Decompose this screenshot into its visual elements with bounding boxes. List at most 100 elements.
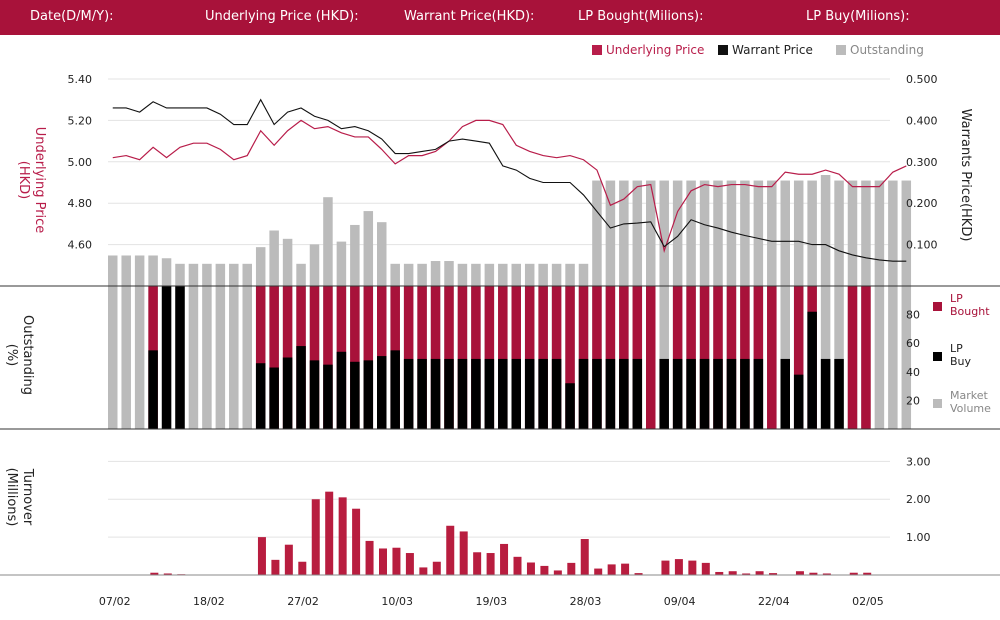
lp-bought-bar	[605, 286, 616, 429]
lp-bought-bar	[713, 286, 723, 429]
lp-bought-bar	[551, 286, 562, 429]
outstanding-bar	[713, 180, 723, 286]
lp-buy-bar	[619, 358, 629, 429]
outstanding-bar	[188, 263, 199, 286]
outstanding-bar	[282, 238, 293, 286]
turnover-bar	[769, 573, 778, 575]
lp-bought-bar	[646, 286, 656, 429]
lp-bought-bar	[269, 286, 279, 429]
outstanding-bar	[457, 263, 468, 286]
legend-swatch	[836, 45, 846, 55]
turnover-bar	[863, 572, 872, 575]
turnover-bar	[459, 531, 468, 575]
lp-buy-bar	[632, 358, 643, 429]
outstanding-bar	[255, 247, 266, 286]
turnover-axis-title: (Millions)	[4, 468, 19, 527]
lp-bought-bar	[699, 286, 710, 429]
lp-bought-bar	[847, 286, 858, 429]
lp-bought-bar	[309, 286, 320, 429]
legend-label: LP	[950, 342, 963, 355]
turnover-axis-title: Turnover	[20, 468, 35, 526]
lp-buy-bar	[498, 358, 508, 429]
turnover-bar	[701, 562, 710, 575]
market-volume-bar	[121, 286, 131, 429]
turnover-bar	[446, 525, 455, 575]
lp-buy-bar	[807, 311, 817, 429]
turnover-bar	[271, 559, 280, 575]
outstanding-bar	[565, 263, 575, 286]
x-tick-label: 09/04	[664, 595, 696, 608]
turnover-bar	[795, 571, 804, 575]
lp-bought-bar	[444, 286, 454, 429]
turnover-bar	[755, 571, 764, 575]
turnover-bar	[822, 573, 831, 575]
turnover-bar	[849, 572, 858, 575]
outstanding-bar	[578, 263, 589, 286]
lp-buy-bar	[659, 358, 669, 429]
turnover-bar	[298, 561, 307, 575]
lp-buy-bar	[390, 350, 400, 429]
lp-bought-bar	[726, 286, 737, 429]
y-right-tick-label: 0.400	[906, 114, 938, 127]
outstanding-bar	[336, 241, 347, 286]
outstanding-bar	[350, 224, 360, 286]
lp-buy-bar	[753, 358, 764, 429]
market-volume-bar	[888, 286, 898, 429]
outstanding-bar	[605, 180, 616, 286]
lp-bought-bar	[471, 286, 481, 429]
lp-buy-bar	[296, 346, 306, 429]
y-right-axis-title: Warrants Price(HKD)	[958, 109, 973, 242]
outstanding-bar	[874, 180, 885, 286]
turnover-bar	[352, 508, 361, 575]
lp-buy-bar	[672, 358, 683, 429]
outstanding-bar	[323, 197, 333, 286]
turnover-bar	[338, 497, 347, 575]
outstanding-bar	[202, 263, 212, 286]
lp-buy-bar	[457, 358, 468, 429]
market-volume-bar	[215, 286, 226, 429]
outstanding-bar	[161, 258, 172, 286]
turnover-bar	[513, 556, 522, 575]
outstanding-bar	[820, 175, 831, 286]
legend-label: Bought	[950, 305, 990, 318]
x-tick-label: 07/02	[99, 595, 131, 608]
lp-buy-bar	[511, 358, 521, 429]
outstanding-bar	[363, 211, 374, 286]
lp-bought-bar	[672, 286, 683, 429]
lp-bought-bar	[403, 286, 414, 429]
lp-bought-bar	[632, 286, 643, 429]
lp-buy-bar	[551, 358, 562, 429]
lp-buy-bar	[148, 350, 158, 429]
market-volume-bar	[134, 286, 145, 429]
warrant-chart[interactable]: 5.40 5.20 5.00 4.80 4.60 0.500 0.400 0.300 0.200…	[0, 35, 1000, 620]
lp-buy-bar	[605, 358, 616, 429]
market-volume-bar	[780, 286, 790, 429]
y-left-tick-label: 4.60	[68, 239, 93, 252]
x-tick-label: 27/02	[287, 595, 319, 608]
turnover-bar	[567, 562, 576, 575]
turnover-bar	[500, 543, 509, 575]
turnover-tick-label: 3.00	[906, 455, 931, 468]
lp-buy-bar	[484, 358, 495, 429]
x-tick-label: 22/04	[758, 595, 790, 608]
lp-buy-bar	[471, 358, 481, 429]
outstanding-bar	[309, 244, 320, 286]
outstanding-bar	[888, 180, 898, 286]
legend-label: Buy	[950, 355, 972, 368]
outstanding-bar	[740, 180, 750, 286]
x-tick-label: 19/03	[475, 595, 507, 608]
lp-bought-bar	[430, 286, 441, 429]
lp-buy-bar	[565, 383, 575, 429]
lp-bought-bar	[457, 286, 468, 429]
outstanding-bar	[793, 180, 804, 286]
turnover-bar	[419, 567, 428, 575]
lp-buy-bar	[430, 358, 441, 429]
turnover-bar	[809, 572, 818, 575]
outstanding-axis-title: (%)	[4, 344, 19, 367]
lp-buy-bar	[175, 286, 185, 429]
lp-bought-bar	[417, 286, 427, 429]
market-volume-bar	[874, 286, 885, 429]
lp-buy-bar	[578, 358, 589, 429]
turnover-bar	[163, 573, 172, 575]
outstanding-bar	[121, 255, 131, 286]
